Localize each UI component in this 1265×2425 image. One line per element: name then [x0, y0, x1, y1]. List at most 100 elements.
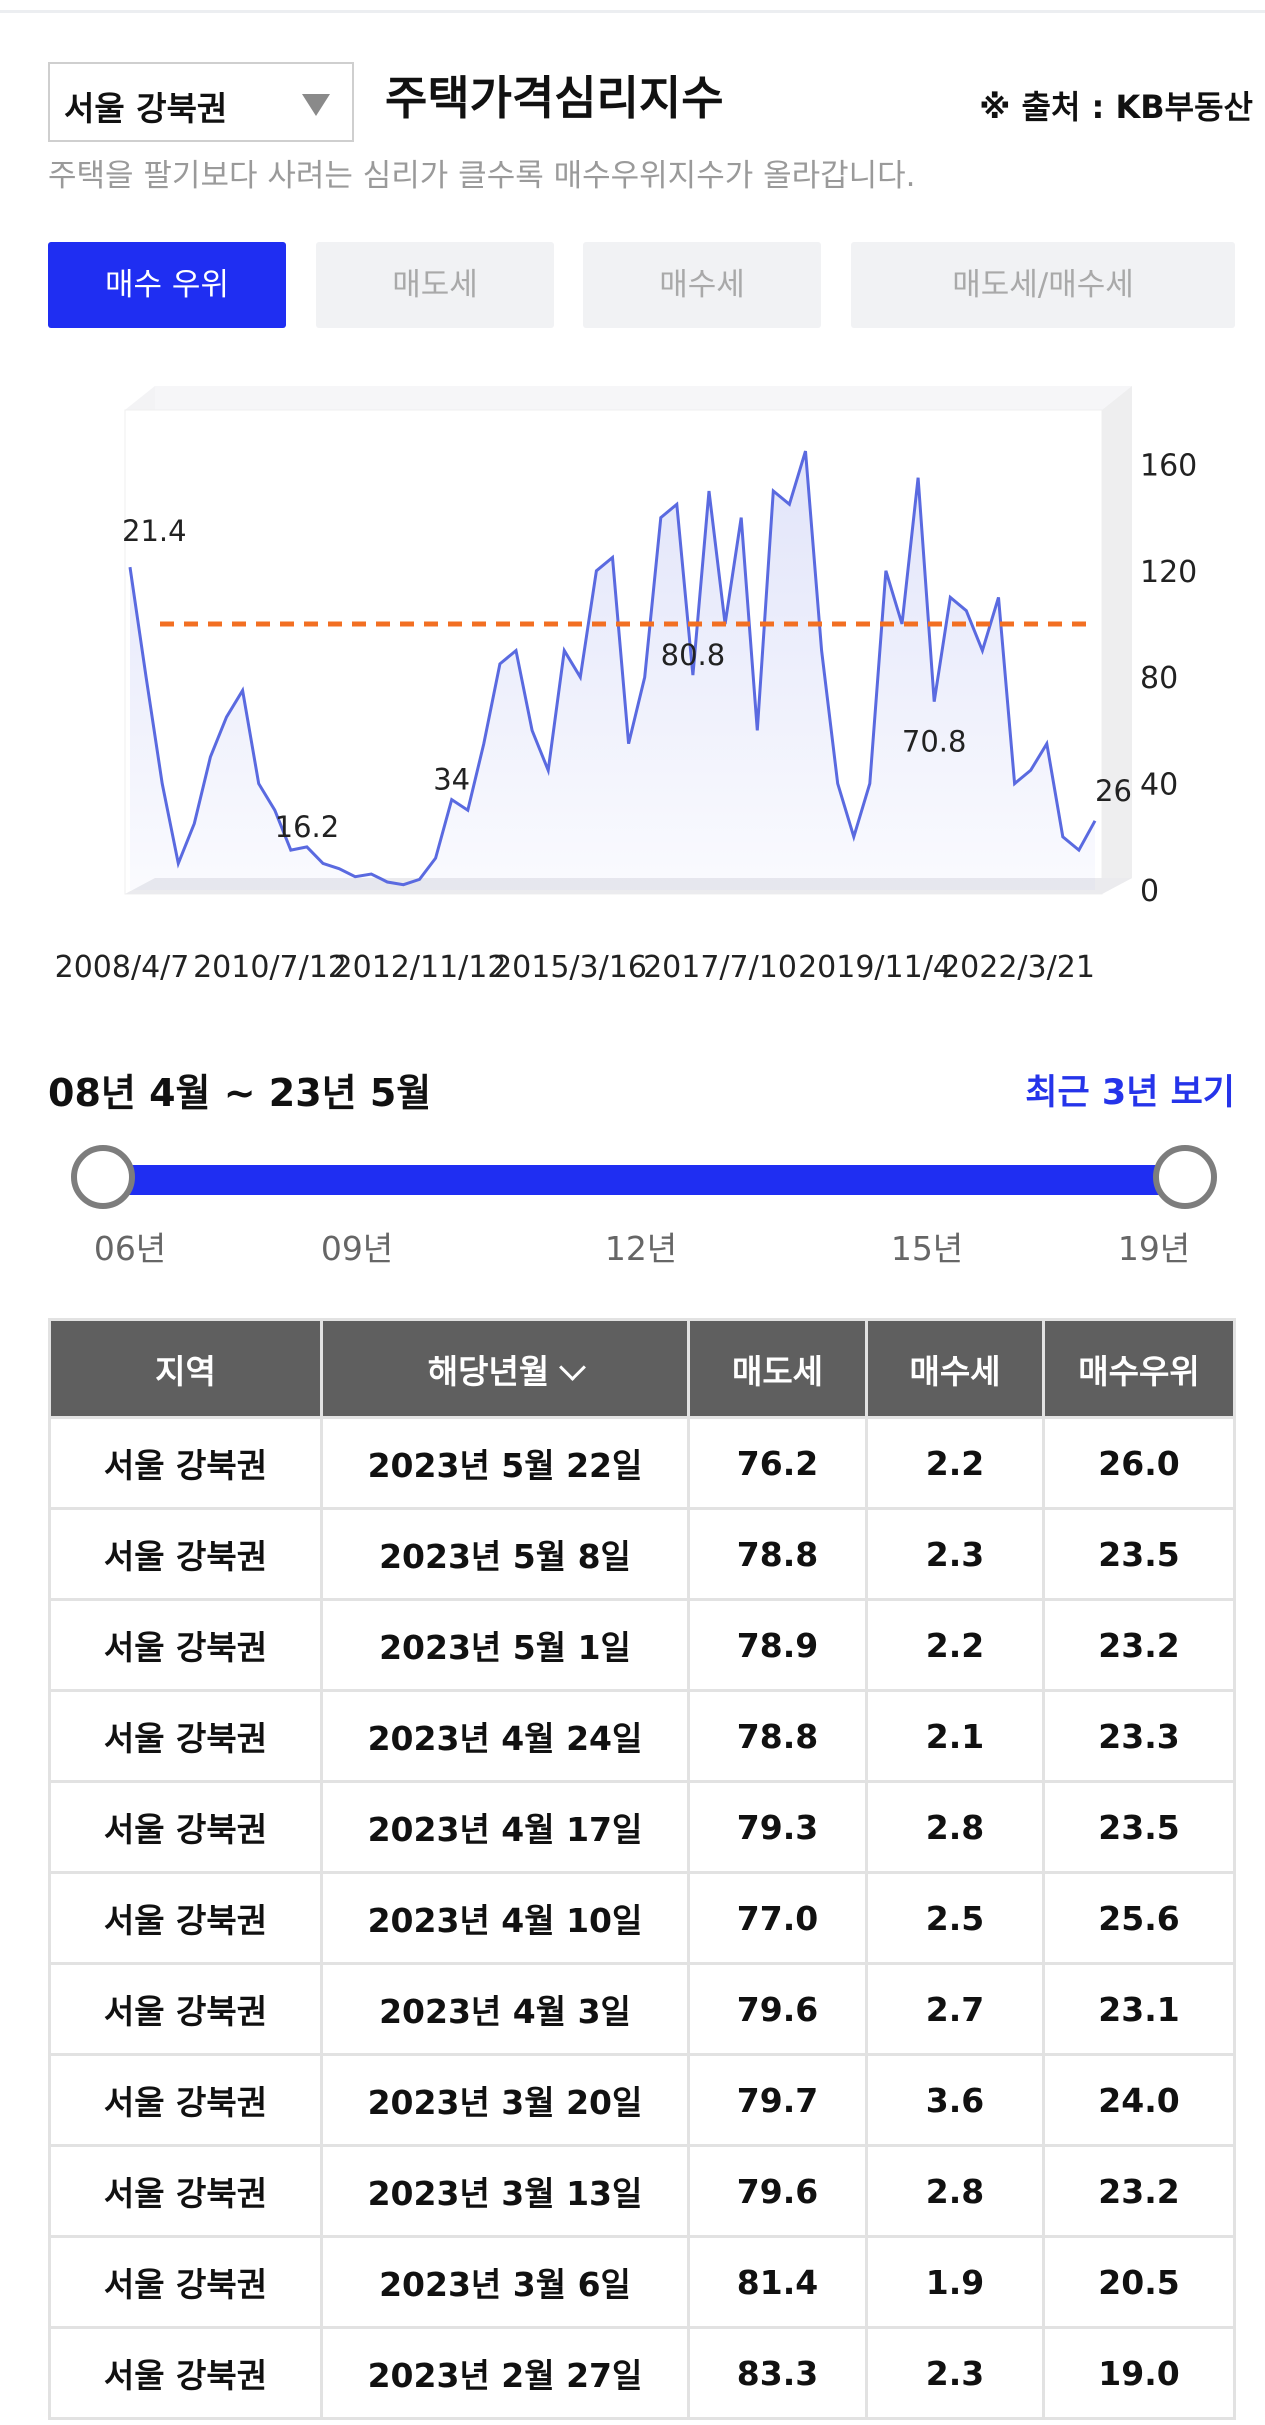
data-point-label: 70.8	[902, 725, 967, 759]
table-cell: 79.7	[687, 2053, 868, 2147]
range-slider-track[interactable]	[103, 1165, 1185, 1195]
date-range-label: 08년 4월 ~ 23년 5월	[48, 1071, 432, 1115]
table-cell: 2.5	[865, 1871, 1045, 1965]
table-cell: 2023년 4월 17일	[320, 1780, 690, 1874]
x-tick-label: 2010/7/12	[193, 950, 347, 985]
x-tick-label: 2017/7/10	[643, 950, 797, 985]
recent-3-years-link[interactable]: 최근 3년 보기	[1025, 1073, 1235, 1113]
dropdown-arrow-icon	[302, 94, 330, 116]
table-cell: 23.3	[1042, 1689, 1236, 1783]
x-tick-label: 2008/4/7	[55, 950, 190, 985]
table-cell: 2023년 5월 1일	[320, 1598, 690, 1692]
table-cell: 2023년 3월 13일	[320, 2144, 690, 2238]
description-text: 주택을 팔기보다 사려는 심리가 클수록 매수우위지수가 올라갑니다.	[48, 158, 916, 194]
table-cell: 79.6	[687, 1962, 868, 2056]
table-cell: 서울 강북권	[48, 1689, 323, 1783]
table-cell: 77.0	[687, 1871, 868, 1965]
table-cell: 2023년 5월 22일	[320, 1416, 690, 1510]
table-cell: 2023년 3월 6일	[320, 2235, 690, 2329]
slider-tick-label: 09년	[320, 1229, 394, 1268]
table-cell: 서울 강북권	[48, 1598, 323, 1692]
table-header-row: 지역 해당년월 매도세 매수세 매수우위	[48, 1318, 1236, 1419]
table-cell: 81.4	[687, 2235, 868, 2329]
table-cell: 2023년 2월 27일	[320, 2326, 690, 2420]
table-row: 서울 강북권 2023년 3월 6일 81.4 1.9 20.5	[48, 2235, 1236, 2329]
tab-sell-trend[interactable]: 매도세	[316, 242, 554, 328]
y-tick-label: 120	[1140, 555, 1197, 590]
table-row: 서울 강북권 2023년 3월 20일 79.7 3.6 24.0	[48, 2053, 1236, 2147]
table-cell: 서울 강북권	[48, 2053, 323, 2147]
range-slider-end-handle[interactable]	[1153, 1145, 1217, 1209]
table-cell: 2023년 5월 8일	[320, 1507, 690, 1601]
slider-tick-label: 12년	[604, 1229, 678, 1268]
table-cell: 2.3	[865, 2326, 1045, 2420]
source-note: ※ 출처 : KB부동산	[979, 88, 1253, 126]
x-tick-label: 2022/3/21	[941, 950, 1095, 985]
tab-sell-buy-ratio[interactable]: 매도세/매수세	[851, 242, 1235, 328]
table-cell: 2.2	[865, 1598, 1045, 1692]
table-cell: 2023년 3월 20일	[320, 2053, 690, 2147]
x-tick-label: 2019/11/4	[798, 950, 952, 985]
table-row: 서울 강북권 2023년 4월 10일 77.0 2.5 25.6	[48, 1871, 1236, 1965]
tab-buy-trend[interactable]: 매수세	[583, 242, 821, 328]
table-cell: 서울 강북권	[48, 1507, 323, 1601]
table-cell: 23.1	[1042, 1962, 1236, 2056]
x-tick-label: 2015/3/16	[493, 950, 647, 985]
column-header-buy[interactable]: 매수세	[865, 1318, 1045, 1419]
table-cell: 서울 강북권	[48, 2235, 323, 2329]
table-cell: 서울 강북권	[48, 1780, 323, 1874]
table-cell: 83.3	[687, 2326, 868, 2420]
series-area	[130, 451, 1095, 890]
table-cell: 76.2	[687, 1416, 868, 1510]
table-cell: 1.9	[865, 2235, 1045, 2329]
table-cell: 19.0	[1042, 2326, 1236, 2420]
y-tick-label: 0	[1140, 874, 1159, 909]
table-row: 서울 강북권 2023년 3월 13일 79.6 2.8 23.2	[48, 2144, 1236, 2238]
region-select-value: 서울 강북권	[64, 89, 228, 128]
table-row: 서울 강북권 2023년 4월 3일 79.6 2.7 23.1	[48, 1962, 1236, 2056]
table-cell: 2.1	[865, 1689, 1045, 1783]
table-cell: 78.9	[687, 1598, 868, 1692]
table-cell: 서울 강북권	[48, 1871, 323, 1965]
table-row: 서울 강북권 2023년 4월 24일 78.8 2.1 23.3	[48, 1689, 1236, 1783]
region-select[interactable]: 서울 강북권	[48, 62, 354, 142]
sort-chevron-down-icon	[559, 1353, 587, 1381]
y-tick-label: 80	[1140, 661, 1178, 696]
column-header-sell[interactable]: 매도세	[687, 1318, 868, 1419]
top-divider	[0, 10, 1265, 13]
table-cell: 79.6	[687, 2144, 868, 2238]
table-cell: 23.2	[1042, 2144, 1236, 2238]
table-cell: 78.8	[687, 1507, 868, 1601]
data-point-label: 21.4	[122, 514, 187, 548]
table-cell: 23.2	[1042, 1598, 1236, 1692]
data-point-label: 80.8	[661, 638, 726, 672]
table-row: 서울 강북권 2023년 5월 1일 78.9 2.2 23.2	[48, 1598, 1236, 1692]
column-header-date[interactable]: 해당년월	[320, 1318, 690, 1419]
table-cell: 2.2	[865, 1416, 1045, 1510]
y-tick-label: 40	[1140, 768, 1178, 803]
chart-frame-top	[125, 386, 1132, 410]
data-point-label: 16.2	[275, 810, 340, 844]
table-cell: 3.6	[865, 2053, 1045, 2147]
table-cell: 26.0	[1042, 1416, 1236, 1510]
chart-frame-right	[1102, 386, 1132, 894]
table-cell: 79.3	[687, 1780, 868, 1874]
sentiment-data-table: 지역 해당년월 매도세 매수세 매수우위 서울 강북권 2023년 5월 22일 7…	[48, 1318, 1236, 2420]
series-line	[128, 450, 1097, 887]
column-header-region[interactable]: 지역	[48, 1318, 323, 1419]
slider-tick-label: 19년	[1117, 1229, 1191, 1268]
table-cell: 23.5	[1042, 1780, 1236, 1874]
table-cell: 2.8	[865, 1780, 1045, 1874]
range-slider-start-handle[interactable]	[71, 1145, 135, 1209]
table-row: 서울 강북권 2023년 5월 8일 78.8 2.3 23.5	[48, 1507, 1236, 1601]
slider-tick-label: 06년	[93, 1229, 167, 1268]
page-title: 주택가격심리지수	[385, 71, 724, 125]
slider-tick-label: 15년	[890, 1229, 964, 1268]
column-header-buy-dominance[interactable]: 매수우위	[1042, 1318, 1236, 1419]
table-cell: 2.3	[865, 1507, 1045, 1601]
tab-buy-dominance[interactable]: 매수 우위	[48, 242, 286, 328]
table-cell: 25.6	[1042, 1871, 1236, 1965]
table-cell: 서울 강북권	[48, 1416, 323, 1510]
table-cell: 78.8	[687, 1689, 868, 1783]
table-cell: 2.8	[865, 2144, 1045, 2238]
